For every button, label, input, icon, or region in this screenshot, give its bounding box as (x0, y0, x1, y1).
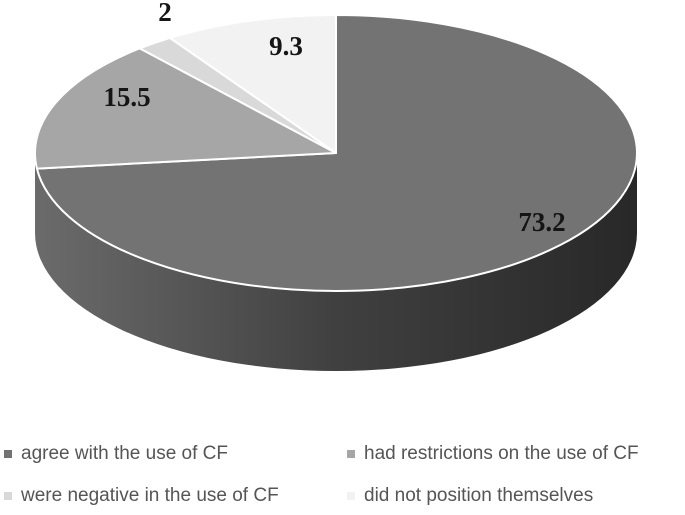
legend-item-agree: agree with the use of CF (4, 443, 347, 466)
data-label-0: 73.2 (518, 207, 565, 237)
legend-item-no-position: did not position themselves (347, 485, 685, 508)
pie-slice-3 (168, 14, 337, 154)
legend-item-restrictions: had restrictions on the use of CF (347, 443, 685, 466)
pie-chart: 73.2 15.5 2 9.3 (34, 0, 638, 371)
legend-marker-no-position-icon (347, 492, 355, 501)
legend-marker-restrictions-icon (347, 450, 355, 459)
legend: agree with the use of CF had restriction… (4, 443, 685, 508)
legend-marker-negative-icon (4, 492, 12, 501)
legend-marker-agree-icon (4, 450, 12, 459)
legend-label-negative: were negative in the use of CF (21, 484, 279, 506)
pie-side-wall (35, 153, 637, 371)
legend-label-agree: agree with the use of CF (21, 443, 228, 464)
legend-label-no-position: did not position themselves (364, 484, 594, 506)
pie-slice-1 (34, 47, 337, 170)
legend-item-negative: were negative in the use of CF (4, 485, 347, 508)
data-label-2: 2 (158, 0, 172, 27)
legend-label-restrictions: had restrictions on the use of CF (364, 443, 639, 464)
data-label-1: 15.5 (103, 82, 150, 112)
data-label-3: 9.3 (269, 31, 303, 61)
